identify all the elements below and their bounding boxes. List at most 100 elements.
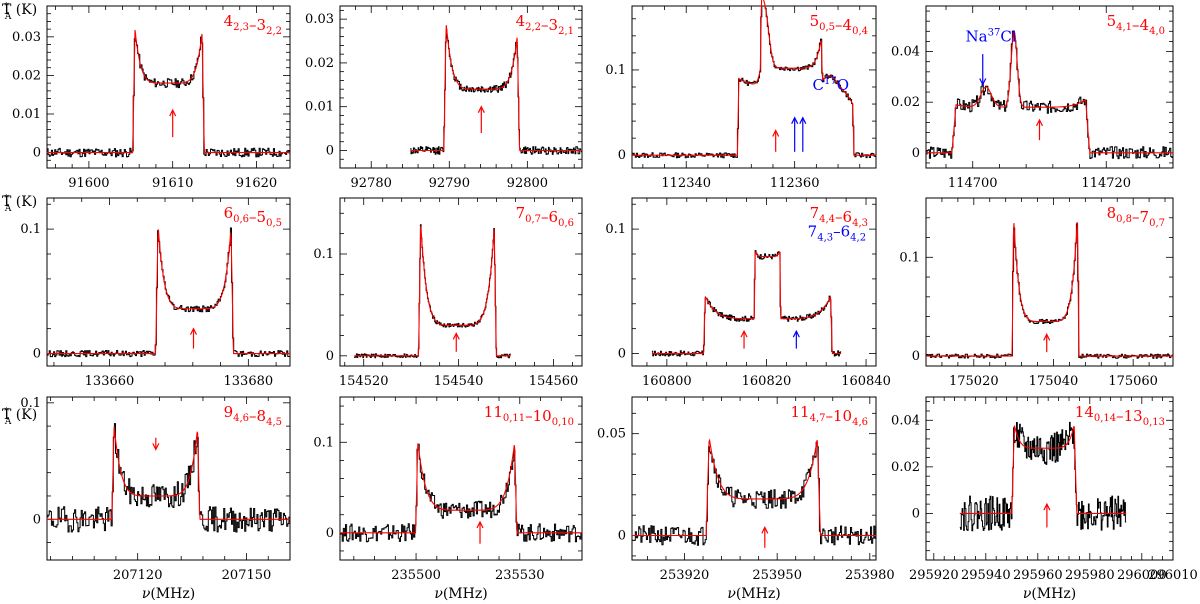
x-tick-label: 133660 xyxy=(85,374,135,389)
x-tick-label: 133680 xyxy=(224,374,274,389)
observed-spectrum xyxy=(340,443,582,543)
y-axis-title: T* A (K) xyxy=(2,2,37,22)
y-tick-label: 0 xyxy=(33,347,41,362)
arrow-head xyxy=(452,332,460,340)
observed-spectrum xyxy=(354,224,511,359)
x-tick-label: 154540 xyxy=(434,374,484,389)
y-tick-label: 0 xyxy=(912,349,920,364)
observed-spectrum xyxy=(47,227,290,358)
x-tick-label: 160820 xyxy=(742,374,792,389)
x-axis-title: ν(MHz) xyxy=(142,586,195,602)
y-tick-label: 0.05 xyxy=(597,427,626,442)
x-tick-label: 253980 xyxy=(845,568,895,583)
x-tick-label: 91610 xyxy=(152,176,193,191)
model-fit xyxy=(632,0,876,156)
y-tick-label: 0 xyxy=(326,526,334,541)
arrow-head xyxy=(189,327,198,335)
model-fit xyxy=(340,443,582,534)
arrow-head xyxy=(476,520,484,529)
panel-frame xyxy=(631,396,877,561)
arrow-head xyxy=(1035,118,1044,127)
y-tick-label: 0 xyxy=(618,148,626,163)
y-tick-label: 0.02 xyxy=(891,460,920,475)
y-tick-label: 0.03 xyxy=(305,12,334,27)
y-tick-label: 0.1 xyxy=(20,396,41,411)
x-axis-title: ν(MHz) xyxy=(434,586,487,602)
y-tick-label: 0 xyxy=(33,512,41,527)
spectrum-panel-1: 91600 91610 91620 0 0.01 0.02 0.03 42,3–32,2 xyxy=(12,5,291,191)
x-tick-label: 92790 xyxy=(429,176,470,191)
x-tick-label: 154560 xyxy=(529,374,579,389)
x-tick-label: 295960 xyxy=(1013,568,1063,583)
y-tick-label: 0.04 xyxy=(891,45,920,60)
y-axis-title: T* A (K) xyxy=(2,407,37,427)
transition-label: 110,11–100,10 xyxy=(484,403,574,428)
y-tick-label: 0 xyxy=(912,146,920,161)
transition-label: 114,7–104,6 xyxy=(791,403,869,428)
spectrum-panel-6: 154520 154540 154560 0 0.1 70,7–60,6 xyxy=(313,197,583,389)
arrow-head xyxy=(152,443,160,451)
model-fit xyxy=(632,438,876,537)
y-tick-label: 0.01 xyxy=(305,100,334,115)
observed-spectrum xyxy=(47,423,290,533)
panel-frame xyxy=(46,197,291,367)
model-fit xyxy=(47,29,290,154)
transition-label: 54,1–44,0 xyxy=(1107,12,1165,37)
y-tick-label: 0 xyxy=(618,347,626,362)
transition-label: 80,8–70,7 xyxy=(1107,204,1165,229)
arrow-head xyxy=(799,116,807,124)
x-tick-label: 112360 xyxy=(770,176,820,191)
spectrum-panel-9: 207120 207150 0 0.1 94,6–84,5 xyxy=(20,396,291,583)
x-tick-label: 91600 xyxy=(68,176,109,191)
y-tick-label: 0 xyxy=(326,349,334,364)
observed-spectrum xyxy=(926,31,1173,160)
y-tick-label: 0.01 xyxy=(12,107,41,122)
panel-frame xyxy=(46,396,291,561)
x-tick-label: 92780 xyxy=(351,176,392,191)
x-tick-label: 160800 xyxy=(642,374,692,389)
x-tick-label: 114700 xyxy=(948,176,998,191)
y-tick-label: 0 xyxy=(912,506,920,521)
panel-frame xyxy=(925,197,1174,367)
x-tick-label: 154520 xyxy=(339,374,389,389)
x-tick-label: 91620 xyxy=(236,176,277,191)
x-axis-title: ν(MHz) xyxy=(1023,586,1076,602)
transition-label: 50,5–40,4 xyxy=(810,12,868,37)
arrow-head xyxy=(772,129,780,137)
panel-frame xyxy=(339,197,583,367)
x-tick-label: 235500 xyxy=(391,568,441,583)
x-tick-label: 295940 xyxy=(961,568,1011,583)
x-tick-label: 253920 xyxy=(660,568,710,583)
transition-label: 42,2–32,1 xyxy=(516,12,574,37)
x-tick-label: 295920 xyxy=(909,568,959,583)
y-tick-label: 0.1 xyxy=(313,247,334,262)
x-tick-label: 175020 xyxy=(949,374,999,389)
x-tick-label: 175040 xyxy=(1029,374,1079,389)
observed-spectrum xyxy=(410,29,582,155)
spectrum-panel-10: 235500 235530 0 0.1 110,11–100,10 xyxy=(313,396,583,583)
transition-label: 70,7–60,6 xyxy=(516,204,574,229)
transition-label: 94,6–84,5 xyxy=(224,403,282,428)
transition-label: 140,14–130,13 xyxy=(1075,403,1165,428)
panel-frame xyxy=(339,5,583,169)
panel-frame xyxy=(46,5,291,169)
model-fit xyxy=(926,30,1173,154)
observed-spectrum xyxy=(651,250,842,357)
arrow-head xyxy=(1043,333,1051,341)
x-axis-title: ν(MHz) xyxy=(727,586,780,602)
observed-spectrum xyxy=(926,223,1173,359)
observed-spectrum xyxy=(632,441,876,546)
observed-spectrum xyxy=(632,5,876,159)
model-fit xyxy=(47,229,290,355)
transition-label: 60,6–50,5 xyxy=(224,204,282,229)
model-fit xyxy=(926,221,1173,357)
y-tick-label: 0.1 xyxy=(20,222,41,237)
y-tick-label: 0 xyxy=(618,529,626,544)
arrow-head xyxy=(761,526,769,534)
transition-label: 42,3–32,2 xyxy=(224,12,282,37)
arrow-head xyxy=(1043,502,1051,511)
x-tick-label: 207150 xyxy=(222,568,272,583)
observed-spectrum xyxy=(47,36,290,158)
